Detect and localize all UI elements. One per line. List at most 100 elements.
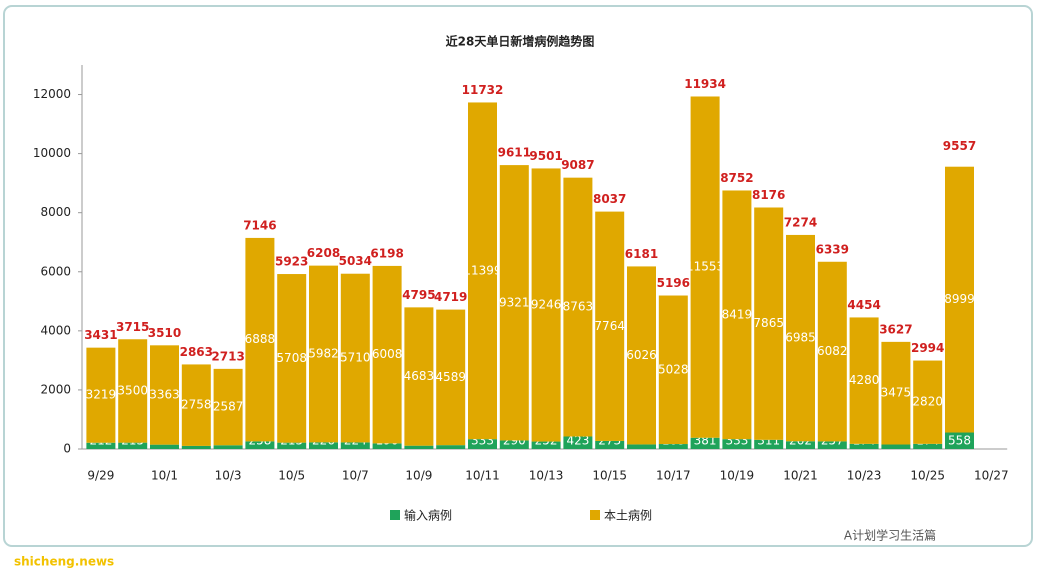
- bar-segment: [595, 440, 625, 449]
- total-label: 4454: [847, 298, 880, 312]
- bar-segment: [86, 347, 116, 443]
- total-label: 11934: [684, 77, 726, 91]
- total-label: 6198: [370, 246, 403, 260]
- bar-segment: [817, 261, 847, 442]
- data-label: 4683: [404, 369, 435, 383]
- data-label: 6008: [372, 347, 403, 361]
- bar-segment: [627, 266, 656, 445]
- bar-segment: [213, 368, 243, 446]
- total-label: 9087: [561, 158, 594, 172]
- data-label: 3475: [881, 386, 912, 400]
- bar-segment: [786, 234, 815, 442]
- y-tick-label: 0: [63, 442, 71, 456]
- bar-segment: [309, 442, 338, 449]
- data-label: 11553: [686, 260, 724, 274]
- total-label: 6181: [625, 247, 658, 261]
- data-label: 2820: [912, 395, 943, 409]
- bar-segment: [404, 445, 434, 449]
- data-label: 7764: [594, 319, 625, 333]
- legend-label: 本土病例: [604, 508, 652, 523]
- total-label: 11732: [462, 83, 504, 97]
- bar-segment: [913, 443, 943, 449]
- total-label: 4719: [434, 290, 467, 304]
- total-label: 7146: [243, 218, 276, 232]
- x-tick-label: 10/23: [847, 469, 882, 483]
- bar-segment: [531, 441, 561, 449]
- y-tick-label: 10000: [33, 146, 71, 160]
- total-label: 9501: [529, 149, 562, 163]
- total-label: 3431: [84, 328, 117, 342]
- x-tick-label: 9/29: [87, 469, 114, 483]
- data-label: 2587: [213, 400, 244, 414]
- x-tick-label: 10/19: [720, 469, 755, 483]
- bar-segment: [277, 442, 307, 449]
- bar-segment: [849, 443, 879, 449]
- bar-segment: [595, 211, 625, 441]
- bar-segment: [658, 444, 688, 449]
- bar-segment: [372, 265, 402, 444]
- bar-segment: [150, 444, 179, 449]
- bar-segment: [436, 309, 466, 446]
- bar-segment: [436, 445, 466, 449]
- bar-segment: [499, 165, 529, 441]
- bar-segment: [722, 439, 752, 449]
- bar-segment: [722, 190, 752, 440]
- y-tick-label: 2000: [40, 382, 71, 396]
- y-tick-label: 8000: [40, 205, 71, 219]
- total-label: 5034: [339, 254, 372, 268]
- bar-segment: [817, 441, 847, 449]
- data-label: 558: [948, 434, 971, 448]
- bar-segment: [245, 237, 275, 442]
- bar-segment: [468, 439, 497, 449]
- data-label: 11399: [463, 263, 501, 277]
- bar-segment: [627, 444, 656, 449]
- data-label: 8419: [722, 307, 753, 321]
- total-label: 2713: [211, 349, 244, 363]
- bar-segment: [118, 339, 148, 443]
- total-label: 4795: [402, 288, 435, 302]
- data-label: 5028: [658, 362, 689, 376]
- bar-segment: [945, 166, 974, 433]
- data-label: 5982: [308, 346, 339, 360]
- bar-segment: [849, 317, 879, 444]
- source: shicheng.news: [14, 555, 114, 569]
- bar-segment: [690, 437, 720, 449]
- bar-segment: [86, 442, 116, 449]
- total-label: 2994: [911, 341, 944, 355]
- x-tick-label: 10/1: [151, 469, 178, 483]
- total-label: 3715: [116, 320, 149, 334]
- x-tick-label: 10/13: [529, 469, 564, 483]
- total-label: 3510: [148, 326, 181, 340]
- data-label: 8763: [563, 300, 594, 314]
- bar-segment: [468, 102, 497, 440]
- bar-segment: [181, 445, 211, 449]
- bar-segment: [499, 440, 529, 449]
- bar-segment: [245, 441, 275, 449]
- x-tick-label: 10/17: [656, 469, 691, 483]
- x-tick-label: 10/11: [465, 469, 500, 483]
- chart-title: 近28天单日新增病例趋势图: [446, 34, 595, 49]
- x-tick-label: 10/3: [215, 469, 242, 483]
- bar-segment: [150, 345, 179, 445]
- bar-segment: [881, 341, 911, 445]
- data-label: 8999: [944, 292, 975, 306]
- total-label: 6339: [816, 242, 849, 256]
- legend-swatch: [590, 510, 600, 520]
- data-label: 6082: [817, 344, 848, 358]
- data-label: 3500: [117, 383, 148, 397]
- bar-segment: [690, 96, 720, 438]
- bar-segment: [213, 445, 243, 449]
- bar-segment: [404, 307, 434, 446]
- y-tick-label: 4000: [40, 323, 71, 337]
- bar-segment: [754, 207, 784, 440]
- bar-segment: [531, 168, 561, 442]
- data-label: 3219: [86, 388, 117, 402]
- x-tick-label: 10/21: [783, 469, 818, 483]
- total-label: 9611: [498, 146, 531, 160]
- bar-segment: [118, 442, 148, 449]
- total-label: 8037: [593, 192, 626, 206]
- data-label: 4280: [849, 373, 880, 387]
- x-tick-label: 10/27: [974, 469, 1009, 483]
- x-tick-label: 10/5: [278, 469, 305, 483]
